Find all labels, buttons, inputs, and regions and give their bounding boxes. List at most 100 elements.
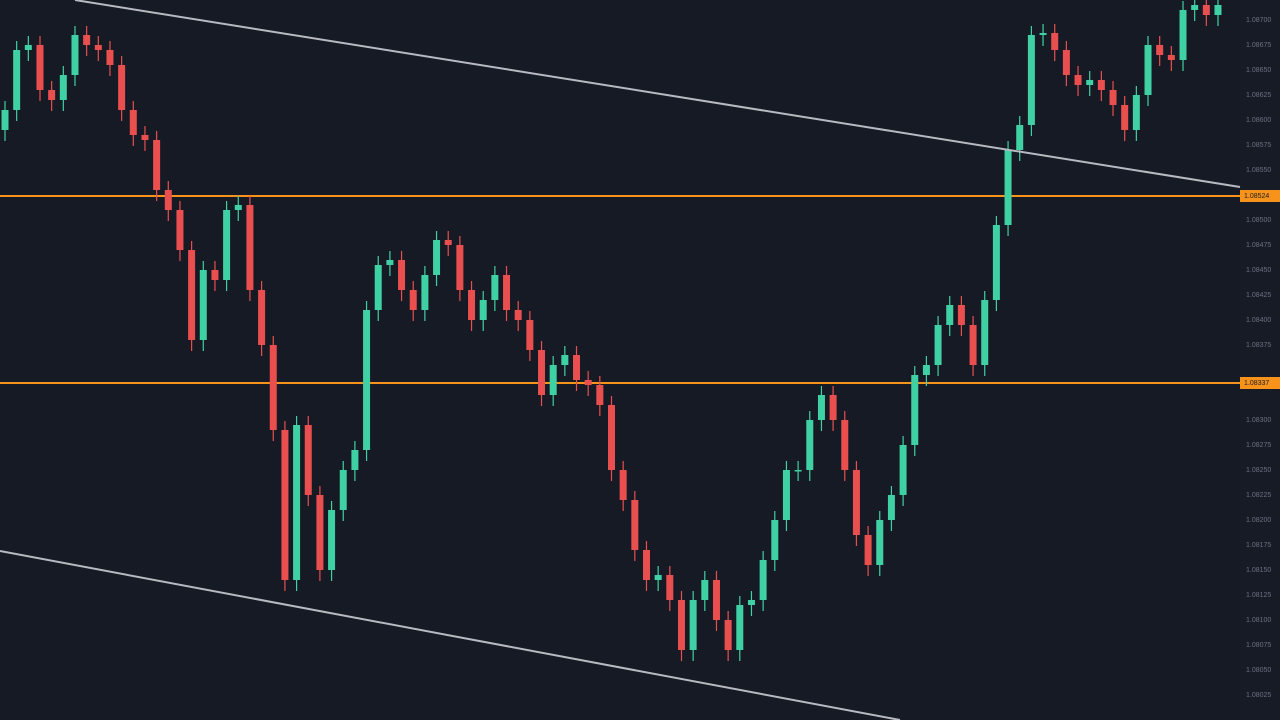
candle-body bbox=[1132, 95, 1140, 130]
candle-body bbox=[94, 45, 102, 50]
candle-body bbox=[234, 205, 242, 210]
candle-body bbox=[992, 225, 1000, 300]
candle-body bbox=[1039, 33, 1047, 35]
candle-body bbox=[339, 470, 347, 510]
y-tick-label: 1.08500 bbox=[1246, 217, 1271, 224]
candle-body bbox=[946, 305, 954, 325]
candle-body bbox=[328, 510, 336, 570]
plot-area bbox=[0, 0, 1240, 661]
candle-body bbox=[631, 500, 639, 550]
candle-body bbox=[957, 305, 965, 325]
candle-body bbox=[1121, 105, 1129, 130]
candle-body bbox=[969, 325, 977, 365]
candle-body bbox=[934, 325, 942, 365]
candle-body bbox=[24, 45, 32, 50]
candle-body bbox=[876, 520, 884, 565]
candle-body bbox=[712, 580, 720, 620]
candle-body bbox=[584, 380, 592, 385]
candle-body bbox=[549, 365, 557, 395]
candle-body bbox=[293, 425, 301, 580]
candle-body bbox=[981, 300, 989, 365]
candle-body bbox=[363, 310, 371, 450]
candle-body bbox=[468, 290, 476, 320]
y-tick-label: 1.08075 bbox=[1246, 642, 1271, 649]
candle-body bbox=[1086, 80, 1094, 85]
y-tick-label: 1.08150 bbox=[1246, 567, 1271, 574]
y-tick-label: 1.08175 bbox=[1246, 542, 1271, 549]
y-tick-label: 1.08200 bbox=[1246, 517, 1271, 524]
candle-body bbox=[211, 270, 219, 280]
candle-body bbox=[771, 520, 779, 560]
candle-body bbox=[36, 45, 44, 90]
candle-body bbox=[724, 620, 732, 650]
y-tick-label: 1.08250 bbox=[1246, 467, 1271, 474]
candle-body bbox=[1, 110, 9, 130]
candle-body bbox=[199, 270, 207, 340]
candle-body bbox=[654, 575, 662, 580]
candle-body bbox=[129, 110, 137, 135]
candle-body bbox=[433, 240, 441, 275]
candle-body bbox=[269, 345, 277, 430]
candle-body bbox=[409, 290, 417, 310]
trend-line bbox=[74, 0, 1241, 188]
candle-body bbox=[491, 275, 499, 300]
candle-body bbox=[1191, 5, 1199, 10]
candle-body bbox=[747, 600, 755, 605]
candle-body bbox=[514, 310, 522, 320]
candle-body bbox=[59, 75, 67, 100]
candle-body bbox=[1062, 50, 1070, 75]
y-tick-label: 1.08700 bbox=[1246, 17, 1271, 24]
y-tick-label: 1.08050 bbox=[1246, 667, 1271, 674]
y-tick-label: 1.08275 bbox=[1246, 442, 1271, 449]
candle-body bbox=[608, 405, 615, 470]
candle-body bbox=[13, 50, 21, 110]
candle-body bbox=[701, 580, 709, 600]
candle-body bbox=[153, 140, 161, 190]
y-tick-label: 1.08375 bbox=[1246, 342, 1271, 349]
y-tick-label: 1.08125 bbox=[1246, 592, 1271, 599]
candle-body bbox=[1156, 45, 1164, 55]
candle-body bbox=[1109, 90, 1117, 105]
level-label-box bbox=[1240, 190, 1280, 202]
candle-body bbox=[246, 205, 254, 290]
candle-body bbox=[922, 365, 930, 375]
candle-body bbox=[106, 50, 114, 65]
candle-body bbox=[304, 425, 312, 495]
candle-body bbox=[281, 430, 289, 580]
candle-body bbox=[386, 260, 394, 265]
y-tick-label: 1.08475 bbox=[1246, 242, 1271, 249]
candle-body bbox=[223, 210, 231, 280]
candle-body bbox=[736, 605, 744, 650]
y-tick-label: 1.08100 bbox=[1246, 617, 1271, 624]
candle-body bbox=[538, 350, 546, 395]
candle-body bbox=[526, 320, 534, 350]
y-tick-label: 1.08650 bbox=[1246, 67, 1271, 74]
candle-body bbox=[503, 275, 511, 310]
y-tick-label: 1.08450 bbox=[1246, 267, 1271, 274]
candle-body bbox=[817, 395, 825, 420]
candle-body bbox=[573, 355, 581, 380]
candle-body bbox=[48, 90, 56, 100]
price-axis bbox=[1240, 0, 1280, 720]
trend-line bbox=[0, 550, 901, 720]
candle-body bbox=[258, 290, 266, 345]
candle-body bbox=[1097, 80, 1105, 90]
candle-body bbox=[561, 355, 569, 365]
candle-body bbox=[479, 300, 487, 320]
candle-body bbox=[782, 470, 790, 520]
candle-body bbox=[421, 275, 429, 310]
candle-body bbox=[887, 495, 895, 520]
candle-body bbox=[444, 240, 452, 245]
y-tick-label: 1.08575 bbox=[1246, 142, 1271, 149]
candle-body bbox=[1202, 5, 1210, 15]
candle-body bbox=[677, 600, 685, 650]
candle-body bbox=[1074, 75, 1082, 85]
candle-body bbox=[806, 420, 814, 470]
level-label: 1.08524 bbox=[1244, 193, 1269, 200]
candle-body bbox=[351, 450, 359, 470]
candle-body bbox=[899, 445, 907, 495]
candle-body bbox=[118, 65, 126, 110]
y-axis: 1.08700 1.08675 1.08650 1.08625 1.08600 1.085… bbox=[1240, 17, 1280, 699]
y-tick-label: 1.08425 bbox=[1246, 292, 1271, 299]
